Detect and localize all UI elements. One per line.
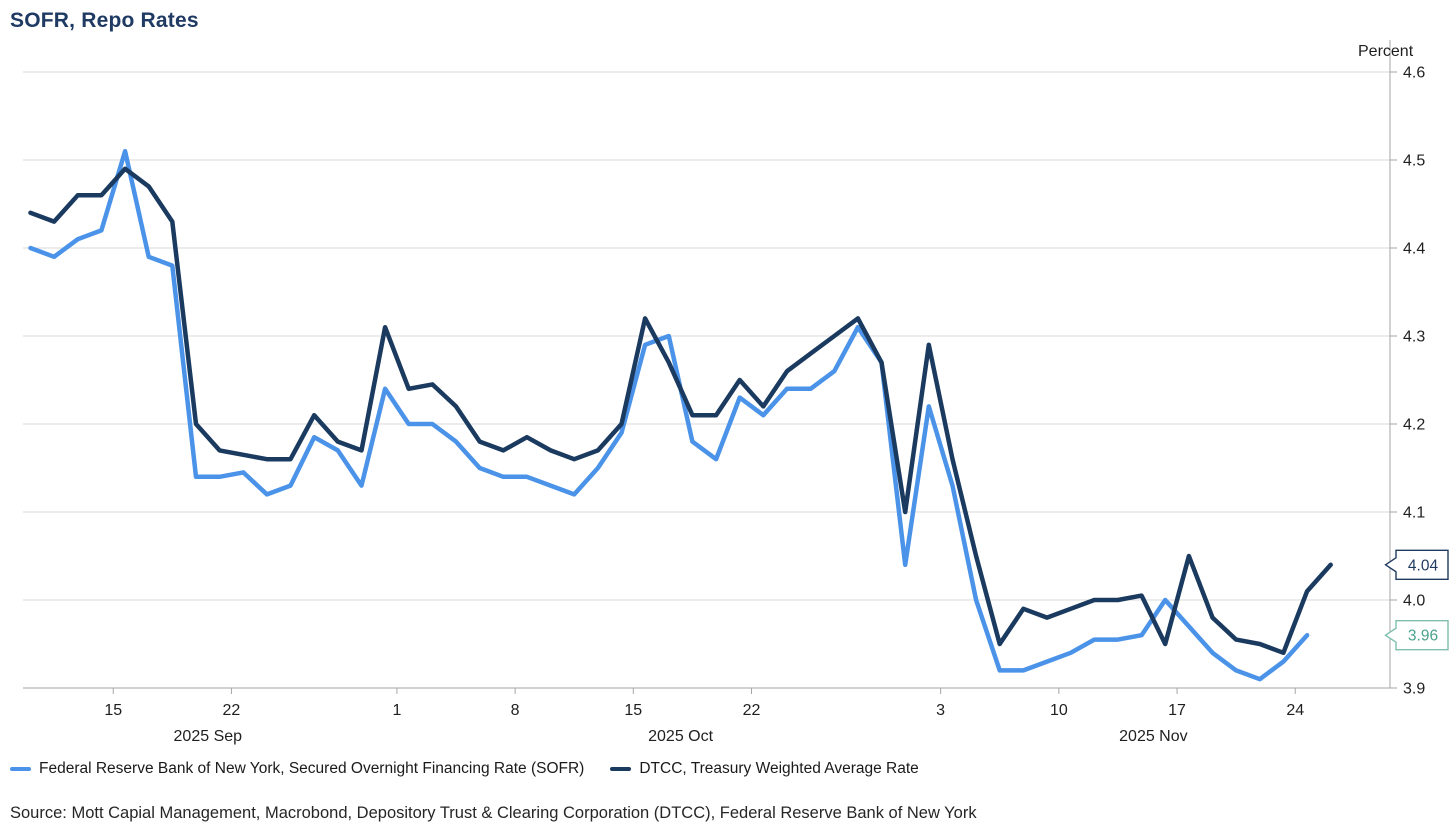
legend-item-dtcc: DTCC, Treasury Weighted Average Rate bbox=[610, 760, 919, 778]
y-tick-label: 4.3 bbox=[1403, 329, 1425, 346]
y-tick-label: 4.6 bbox=[1403, 65, 1425, 82]
x-tick-label: 10 bbox=[1050, 702, 1068, 719]
y-tick-label: 4.1 bbox=[1403, 505, 1425, 522]
dtcc-line bbox=[28, 166, 1333, 656]
month-label: 2025 Oct bbox=[648, 728, 713, 745]
callout-value: 3.96 bbox=[1408, 628, 1438, 645]
line-chart: 4.6 4.5 4.4 4.3 4.2 4.1 4.0 3.9 Percent 15 22 1 8 15 2… bbox=[23, 40, 1449, 745]
month-label: 2025 Nov bbox=[1119, 728, 1188, 745]
x-axis-ticks: 15 22 1 8 15 22 3 10 17 24 bbox=[104, 688, 1304, 719]
y-tick-label: 3.9 bbox=[1403, 681, 1425, 698]
dtcc-value-callout: 4.04 bbox=[1384, 549, 1449, 580]
page-title: SOFR, Repo Rates bbox=[10, 9, 199, 32]
x-tick-label: 1 bbox=[392, 702, 401, 719]
chart-area: 4.6 4.5 4.4 4.3 4.2 4.1 4.0 3.9 Percent 15 22 1 8 15 2… bbox=[23, 40, 1449, 745]
legend-label-sofr: Federal Reserve Bank of New York, Secure… bbox=[39, 760, 585, 777]
x-tick-label: 22 bbox=[743, 702, 761, 719]
y-tick-label: 4.2 bbox=[1403, 417, 1425, 434]
sofr-value-callout: 3.96 bbox=[1384, 620, 1449, 651]
y-gridlines bbox=[23, 71, 1397, 689]
y-tick-label: 4.0 bbox=[1403, 593, 1425, 610]
x-tick-label: 3 bbox=[936, 702, 945, 719]
month-label: 2025 Sep bbox=[174, 728, 243, 745]
legend-item-sofr: Federal Reserve Bank of New York, Secure… bbox=[10, 760, 584, 778]
chart-legend: Federal Reserve Bank of New York, Secure… bbox=[10, 760, 919, 778]
x-tick-label: 8 bbox=[511, 702, 520, 719]
y-axis-unit-label: Percent bbox=[1358, 43, 1414, 60]
sofr-line-swatch-icon bbox=[10, 767, 31, 771]
x-axis-month-labels: 2025 Sep 2025 Oct 2025 Nov bbox=[174, 728, 1188, 745]
sofr-line bbox=[28, 148, 1310, 682]
x-tick-label: 22 bbox=[223, 702, 241, 719]
x-tick-label: 24 bbox=[1286, 702, 1304, 719]
x-tick-label: 17 bbox=[1168, 702, 1186, 719]
y-tick-label: 4.4 bbox=[1403, 241, 1425, 258]
source-attribution: Source: Mott Capial Management, Macrobon… bbox=[10, 804, 977, 822]
y-tick-label: 4.5 bbox=[1403, 153, 1425, 170]
legend-label-dtcc: DTCC, Treasury Weighted Average Rate bbox=[639, 760, 919, 777]
y-axis-labels: 4.6 4.5 4.4 4.3 4.2 4.1 4.0 3.9 bbox=[1403, 65, 1425, 698]
x-tick-label: 15 bbox=[104, 702, 122, 719]
x-tick-label: 15 bbox=[624, 702, 642, 719]
callout-value: 4.04 bbox=[1408, 557, 1439, 574]
dtcc-line-swatch-icon bbox=[610, 767, 632, 771]
axis-lines bbox=[23, 40, 1391, 689]
